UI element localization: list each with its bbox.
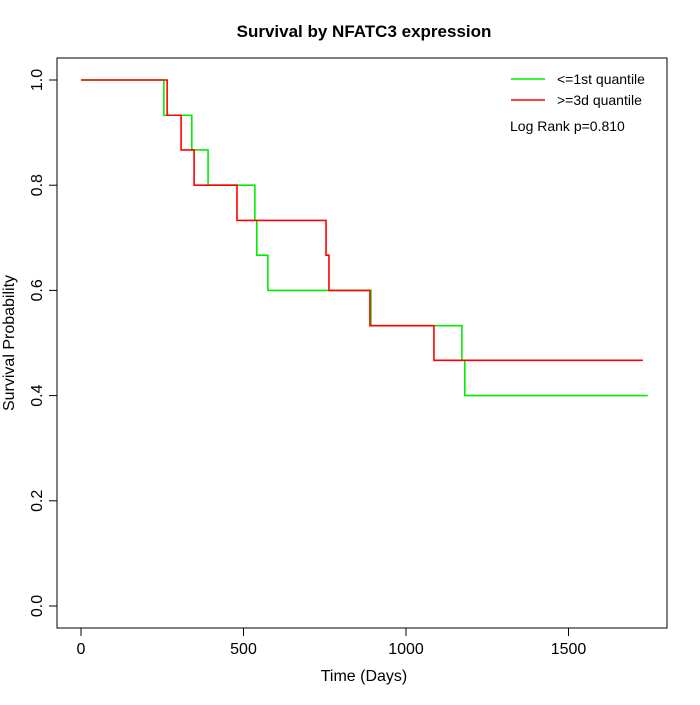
x-axis-label: Time (Days) (321, 668, 408, 685)
chart-title: Survival by NFATC3 expression (237, 22, 492, 41)
series-line-high (81, 79, 643, 362)
plot-frame (56, 57, 668, 629)
x-tick-label: 1000 (388, 641, 424, 658)
x-tick-label: 500 (230, 641, 257, 658)
y-axis-label: Survival Probability (1, 275, 18, 411)
x-tick-label: 0 (77, 641, 86, 658)
legend: <=1st quantile >=3d quantile (511, 71, 645, 108)
y-axis: 0.0 0.2 0.4 0.6 0.8 1.0 (29, 69, 57, 617)
y-tick-label: 0.6 (29, 279, 46, 301)
logrank-annotation: Log Rank p=0.810 (510, 118, 625, 134)
x-axis: 0 500 1000 1500 (77, 627, 587, 658)
y-tick-label: 0.0 (29, 595, 46, 617)
legend-label-high: >=3d quantile (557, 92, 642, 108)
y-tick-label: 0.8 (29, 174, 46, 196)
y-tick-label: 0.4 (29, 384, 46, 406)
y-tick-label: 1.0 (29, 69, 46, 91)
legend-label-low: <=1st quantile (557, 71, 645, 87)
x-tick-label: 1500 (551, 641, 587, 658)
y-tick-label: 0.2 (29, 490, 46, 512)
series-lines (81, 79, 648, 397)
series-line-low (81, 79, 648, 397)
